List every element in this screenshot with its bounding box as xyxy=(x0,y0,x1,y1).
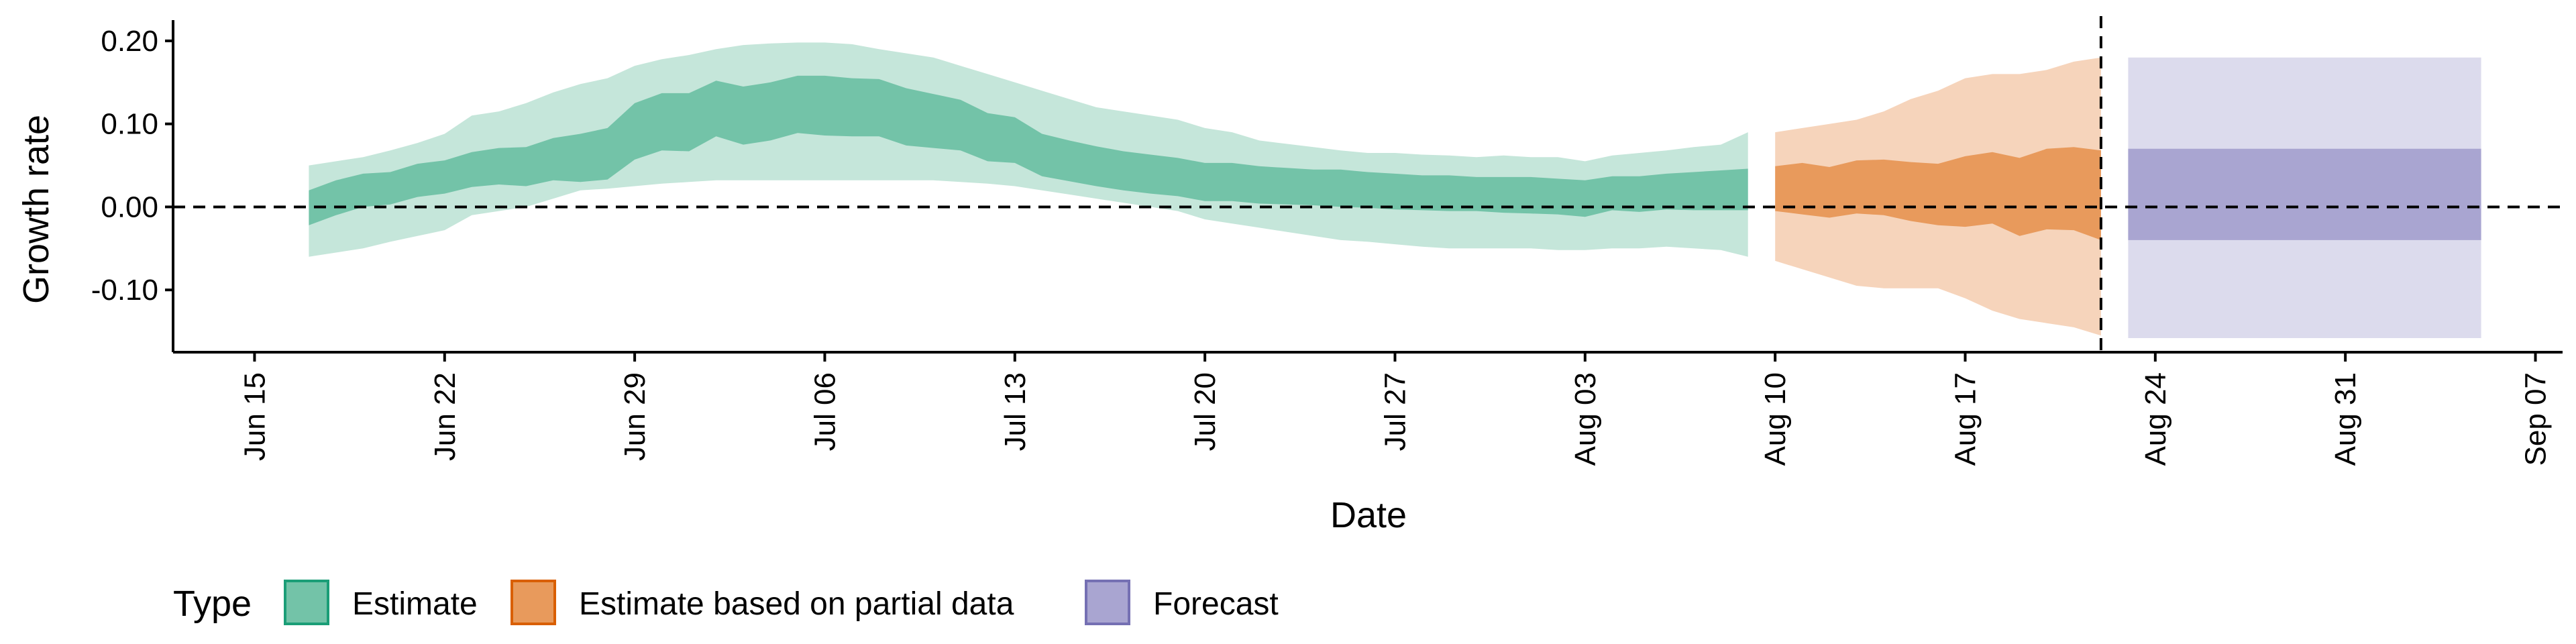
x-tick-label: Jul 06 xyxy=(809,372,842,451)
x-axis-ticks: Jun 15 Jun 22 Jun 29 Jul 06 Jul 13 Jul 20 Jul … xyxy=(238,352,2553,466)
band-50-1 xyxy=(1775,147,2101,240)
legend-label-1: Estimate based on partial data xyxy=(579,586,1014,622)
legend-title: Type xyxy=(173,584,252,624)
legend-label-2: Forecast xyxy=(1153,586,1279,622)
x-tick-label: Jun 22 xyxy=(429,372,462,461)
y-tick-label: 0.10 xyxy=(101,108,158,141)
x-tick-label: Jul 27 xyxy=(1379,372,1412,451)
x-tick-label: Aug 03 xyxy=(1569,372,1602,466)
x-axis-title: Date xyxy=(1330,495,1407,535)
x-tick-label: Aug 31 xyxy=(2329,372,2362,466)
y-tick-label: 0.20 xyxy=(101,25,158,58)
x-tick-label: Jul 20 xyxy=(1189,372,1222,451)
band-50-2 xyxy=(2128,148,2481,240)
y-tick-label: 0.00 xyxy=(101,191,158,223)
x-tick-label: Aug 17 xyxy=(1949,372,1982,466)
legend-label-0: Estimate xyxy=(352,586,478,622)
x-tick-label: Sep 07 xyxy=(2520,372,2553,466)
legend-key-0 xyxy=(284,580,329,625)
x-tick-label: Aug 10 xyxy=(1759,372,1792,466)
legend-key-2 xyxy=(1085,580,1130,625)
y-axis-title: Growth rate xyxy=(16,115,56,304)
band-50-0 xyxy=(309,75,1748,225)
y-axis-ticks: 0.20 0.10 0.00 -0.10 xyxy=(91,25,173,307)
x-tick-label: Jun 15 xyxy=(238,372,271,461)
legend: Type Estimate Estimate based on partial d… xyxy=(173,580,1279,625)
y-tick-label: -0.10 xyxy=(91,274,158,307)
x-tick-label: Jul 13 xyxy=(999,372,1032,451)
x-tick-label: Jun 29 xyxy=(619,372,651,461)
series-bands xyxy=(309,42,2481,338)
legend-key-1 xyxy=(511,580,556,625)
x-tick-label: Aug 24 xyxy=(2139,372,2172,466)
